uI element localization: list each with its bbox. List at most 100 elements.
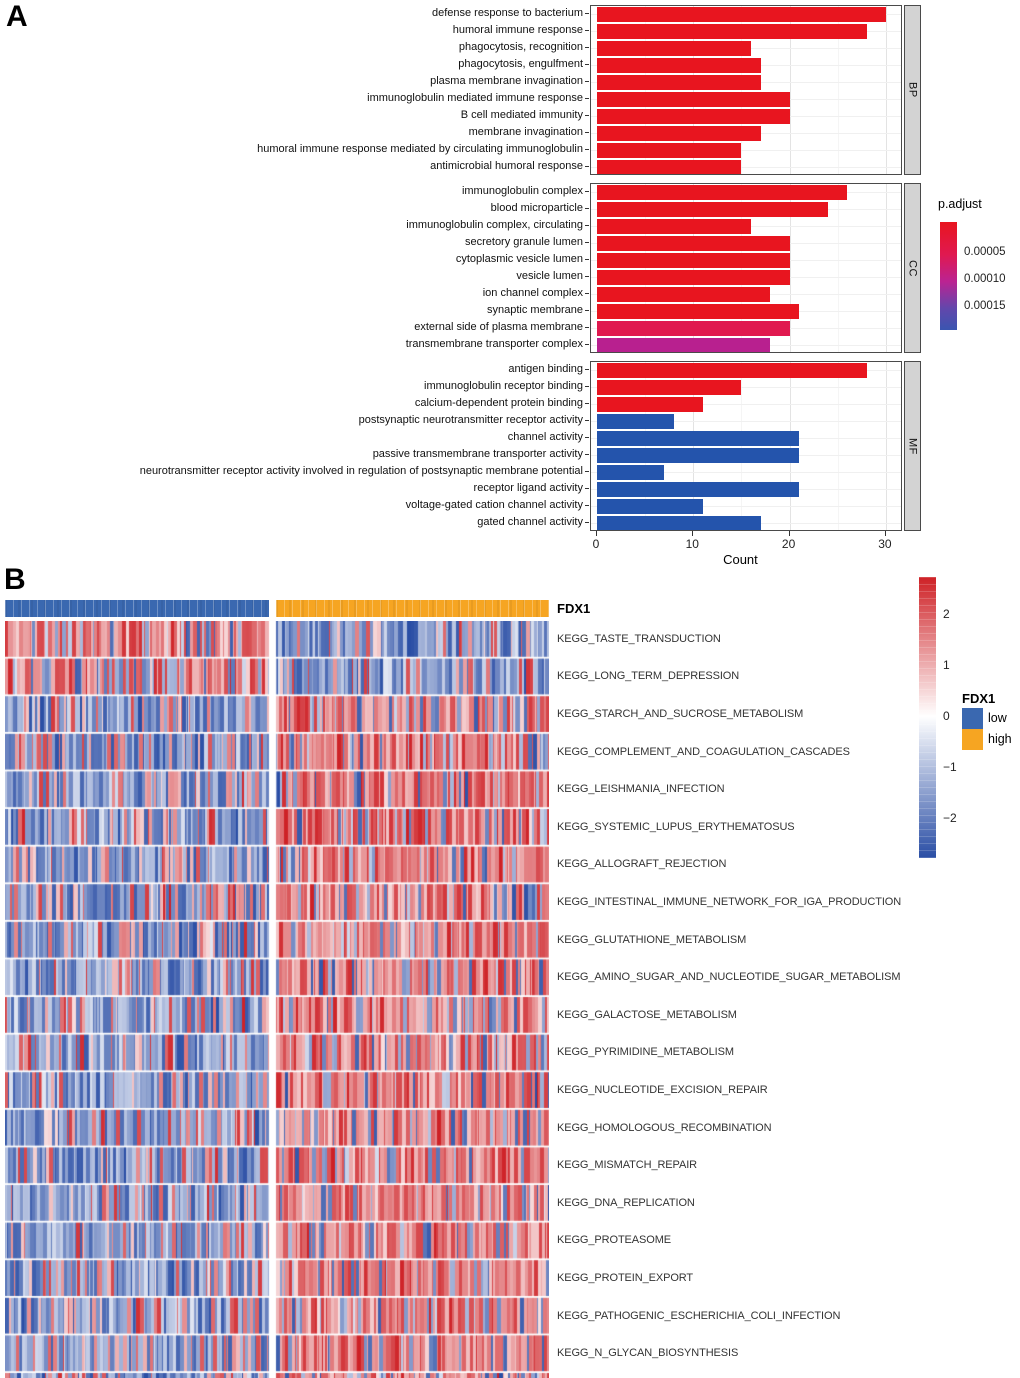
heatmap-row-label: KEGG_TASTE_TRANSDUCTION [557,632,721,645]
heatmap-row-label: KEGG_PYRIMIDINE_METABOLISM [557,1046,734,1059]
y-tick [585,225,589,226]
legend-label-high: high [988,732,1012,746]
y-tick [585,132,589,133]
facet-strip-MF: MF [904,361,921,531]
bar-label: secretory granule lumen [464,236,583,248]
grid-minor [837,362,839,530]
bar-label: voltage-gated cation channel activity [405,499,583,511]
bar [597,516,761,530]
bar [597,287,771,302]
grid-row [591,387,901,388]
heatmap-row-label: KEGG_LONG_TERM_DEPRESSION [557,670,740,683]
y-tick [585,310,589,311]
y-tick [585,98,589,99]
bar-label: blood microparticle [490,202,583,214]
y-tick [585,30,589,31]
x-axis-title: Count [723,552,758,567]
bar-label: immunoglobulin mediated immune response [367,92,583,104]
grid-major [789,362,791,530]
x-axis-tick [596,531,597,536]
y-tick [585,242,589,243]
heatmap-row-label: KEGG_PROTEIN_EXPORT [557,1272,694,1285]
grid-minor [645,362,647,530]
heatmap-row-label: KEGG_ALLOGRAFT_REJECTION [557,858,727,871]
bar [597,465,665,480]
y-tick [585,369,589,370]
y-tick [585,259,589,260]
facet-panel-MF [590,361,902,531]
y-tick [585,47,589,48]
bar [597,321,790,336]
bar-label: immunoglobulin complex [461,185,583,197]
bar [597,58,761,73]
bar-label: phagocytosis, engulfment [458,58,583,70]
y-tick [585,454,589,455]
grid-row [591,404,901,405]
grid-major [789,6,791,174]
bar-label: postsynaptic neurotransmitter receptor a… [358,414,583,426]
grid-major [885,6,887,174]
heatmap-row-label: KEGG_PROTEASOME [557,1234,672,1247]
grid-major [885,362,887,530]
heatmap-canvas [5,621,549,1378]
padjust-tick-label: 0.00015 [964,300,1006,313]
y-tick [585,64,589,65]
bar-label: neurotransmitter receptor activity invol… [139,465,583,477]
bar-label: synaptic membrane [487,304,583,316]
heatmap-colorbar-tick-label: −1 [943,760,957,774]
grid-minor [741,184,743,352]
x-axis-tick-label: 0 [592,537,600,551]
fdx1-legend-title: FDX1 [962,691,996,706]
bar-label: receptor ligand activity [473,482,583,494]
y-tick [585,386,589,387]
bar [597,160,742,174]
grid-major [693,184,695,352]
facet-strip-label: MF [906,437,919,455]
heatmap-colorbar-tick-label: 1 [943,658,950,672]
bar [597,143,742,158]
heatmap-row-label: KEGG_STARCH_AND_SUCROSE_METABOLISM [557,708,804,721]
grid-row [591,472,901,473]
y-tick [585,191,589,192]
y-tick [585,293,589,294]
heatmap-row-label: KEGG_LEISHMANIA_INFECTION [557,783,725,796]
facet-strip-label: BP [906,82,919,98]
bar-label: antimicrobial humoral response [430,160,583,172]
grid-minor [645,184,647,352]
bar-label: plasma membrane invagination [430,75,583,87]
y-tick [585,327,589,328]
bar [597,482,800,497]
grid-row [591,421,901,422]
facet-strip-CC: CC [904,183,921,353]
y-tick [585,437,589,438]
bar [597,202,829,217]
grid-major [789,184,791,352]
x-axis-tick-label: 30 [878,537,892,551]
grid-minor [741,362,743,530]
bar [597,24,867,39]
y-tick [585,344,589,345]
grid-minor [645,6,647,174]
grid-major [885,184,887,352]
heatmap-row-label: KEGG_GLUTATHIONE_METABOLISM [557,933,747,946]
padjust-tick-label: 0.00010 [964,273,1006,286]
heatmap-row-label: KEGG_INTESTINAL_IMMUNE_NETWORK_FOR_IGA_P… [557,896,902,909]
bar-label: channel activity [507,431,583,443]
bar [597,126,761,141]
facet-panel-CC [590,183,902,353]
heatmap-row-label: KEGG_N_GLYCAN_BIOSYNTHESIS [557,1347,739,1360]
heatmap-colorbar-tick-label: −2 [943,811,957,825]
legend-swatch-low [962,708,983,729]
padjust-tick-label: 0.00005 [964,246,1006,259]
bar-label: B cell mediated immunity [460,109,583,121]
annotation-label: FDX1 [557,601,591,616]
grid-row [591,506,901,507]
bar [597,109,790,124]
x-axis-tick [692,531,694,536]
y-tick [585,505,589,506]
bar-label: humoral immune response mediated by circ… [257,143,583,155]
bar [597,41,752,56]
y-tick [585,522,589,523]
heatmap-row-label: KEGG_HOMOLOGOUS_RECOMBINATION [557,1121,772,1134]
